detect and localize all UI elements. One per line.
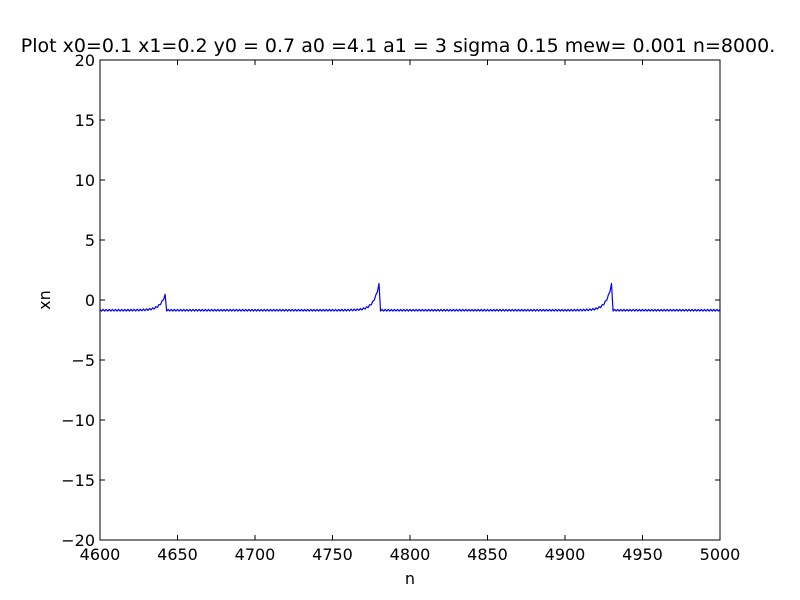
y-tick-label: −10 bbox=[61, 411, 95, 430]
x-tick-label: 4850 bbox=[467, 545, 508, 564]
y-tick-label: −5 bbox=[71, 351, 95, 370]
x-tick-label: 4800 bbox=[390, 545, 431, 564]
x-axis: 4600 4650 4700 4750 4800 4850 4900 4950 5000 bbox=[80, 60, 741, 564]
chart-title: Plot x0=0.1 x1=0.2 y0 = 0.7 a0 =4.1 a1 =… bbox=[21, 35, 776, 57]
x-tick-label: 4650 bbox=[157, 545, 198, 564]
x-tick-label: 4750 bbox=[312, 545, 353, 564]
y-tick-label: 10 bbox=[75, 171, 95, 190]
y-axis-title: xn bbox=[35, 290, 54, 310]
y-tick-label: 15 bbox=[75, 111, 95, 130]
x-tick-label: 4700 bbox=[235, 545, 276, 564]
plot-area: 4600 4650 4700 4750 4800 4850 4900 4950 5000 20 1… bbox=[61, 51, 740, 564]
x-tick-label: 5000 bbox=[700, 545, 741, 564]
y-axis: 20 15 10 5 0 −5 −10 −15 −20 bbox=[61, 51, 720, 550]
y-tick-label: 0 bbox=[85, 291, 95, 310]
y-tick-label: 5 bbox=[85, 231, 95, 250]
y-tick-label: 20 bbox=[75, 51, 95, 70]
x-tick-label: 4950 bbox=[622, 545, 663, 564]
x-tick-label: 4600 bbox=[80, 545, 121, 564]
x-tick-label: 4900 bbox=[545, 545, 586, 564]
series-line bbox=[99, 282, 721, 312]
y-tick-label: −20 bbox=[61, 531, 95, 550]
y-tick-label: −15 bbox=[61, 471, 95, 490]
x-axis-title: n bbox=[405, 569, 415, 588]
